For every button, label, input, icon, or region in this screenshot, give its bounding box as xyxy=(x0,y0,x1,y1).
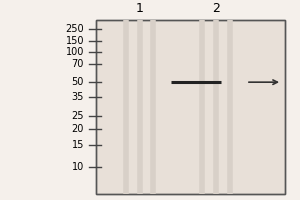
Text: 2: 2 xyxy=(212,2,220,15)
FancyBboxPatch shape xyxy=(96,20,285,194)
Text: 50: 50 xyxy=(72,77,84,87)
Text: 150: 150 xyxy=(65,36,84,46)
Text: 15: 15 xyxy=(72,140,84,150)
Text: 35: 35 xyxy=(72,92,84,102)
Text: 25: 25 xyxy=(71,111,84,121)
Text: 20: 20 xyxy=(72,124,84,134)
Text: 1: 1 xyxy=(136,2,143,15)
Text: 10: 10 xyxy=(72,162,84,172)
Text: 100: 100 xyxy=(66,47,84,57)
Text: 250: 250 xyxy=(65,24,84,34)
Text: 70: 70 xyxy=(72,59,84,69)
